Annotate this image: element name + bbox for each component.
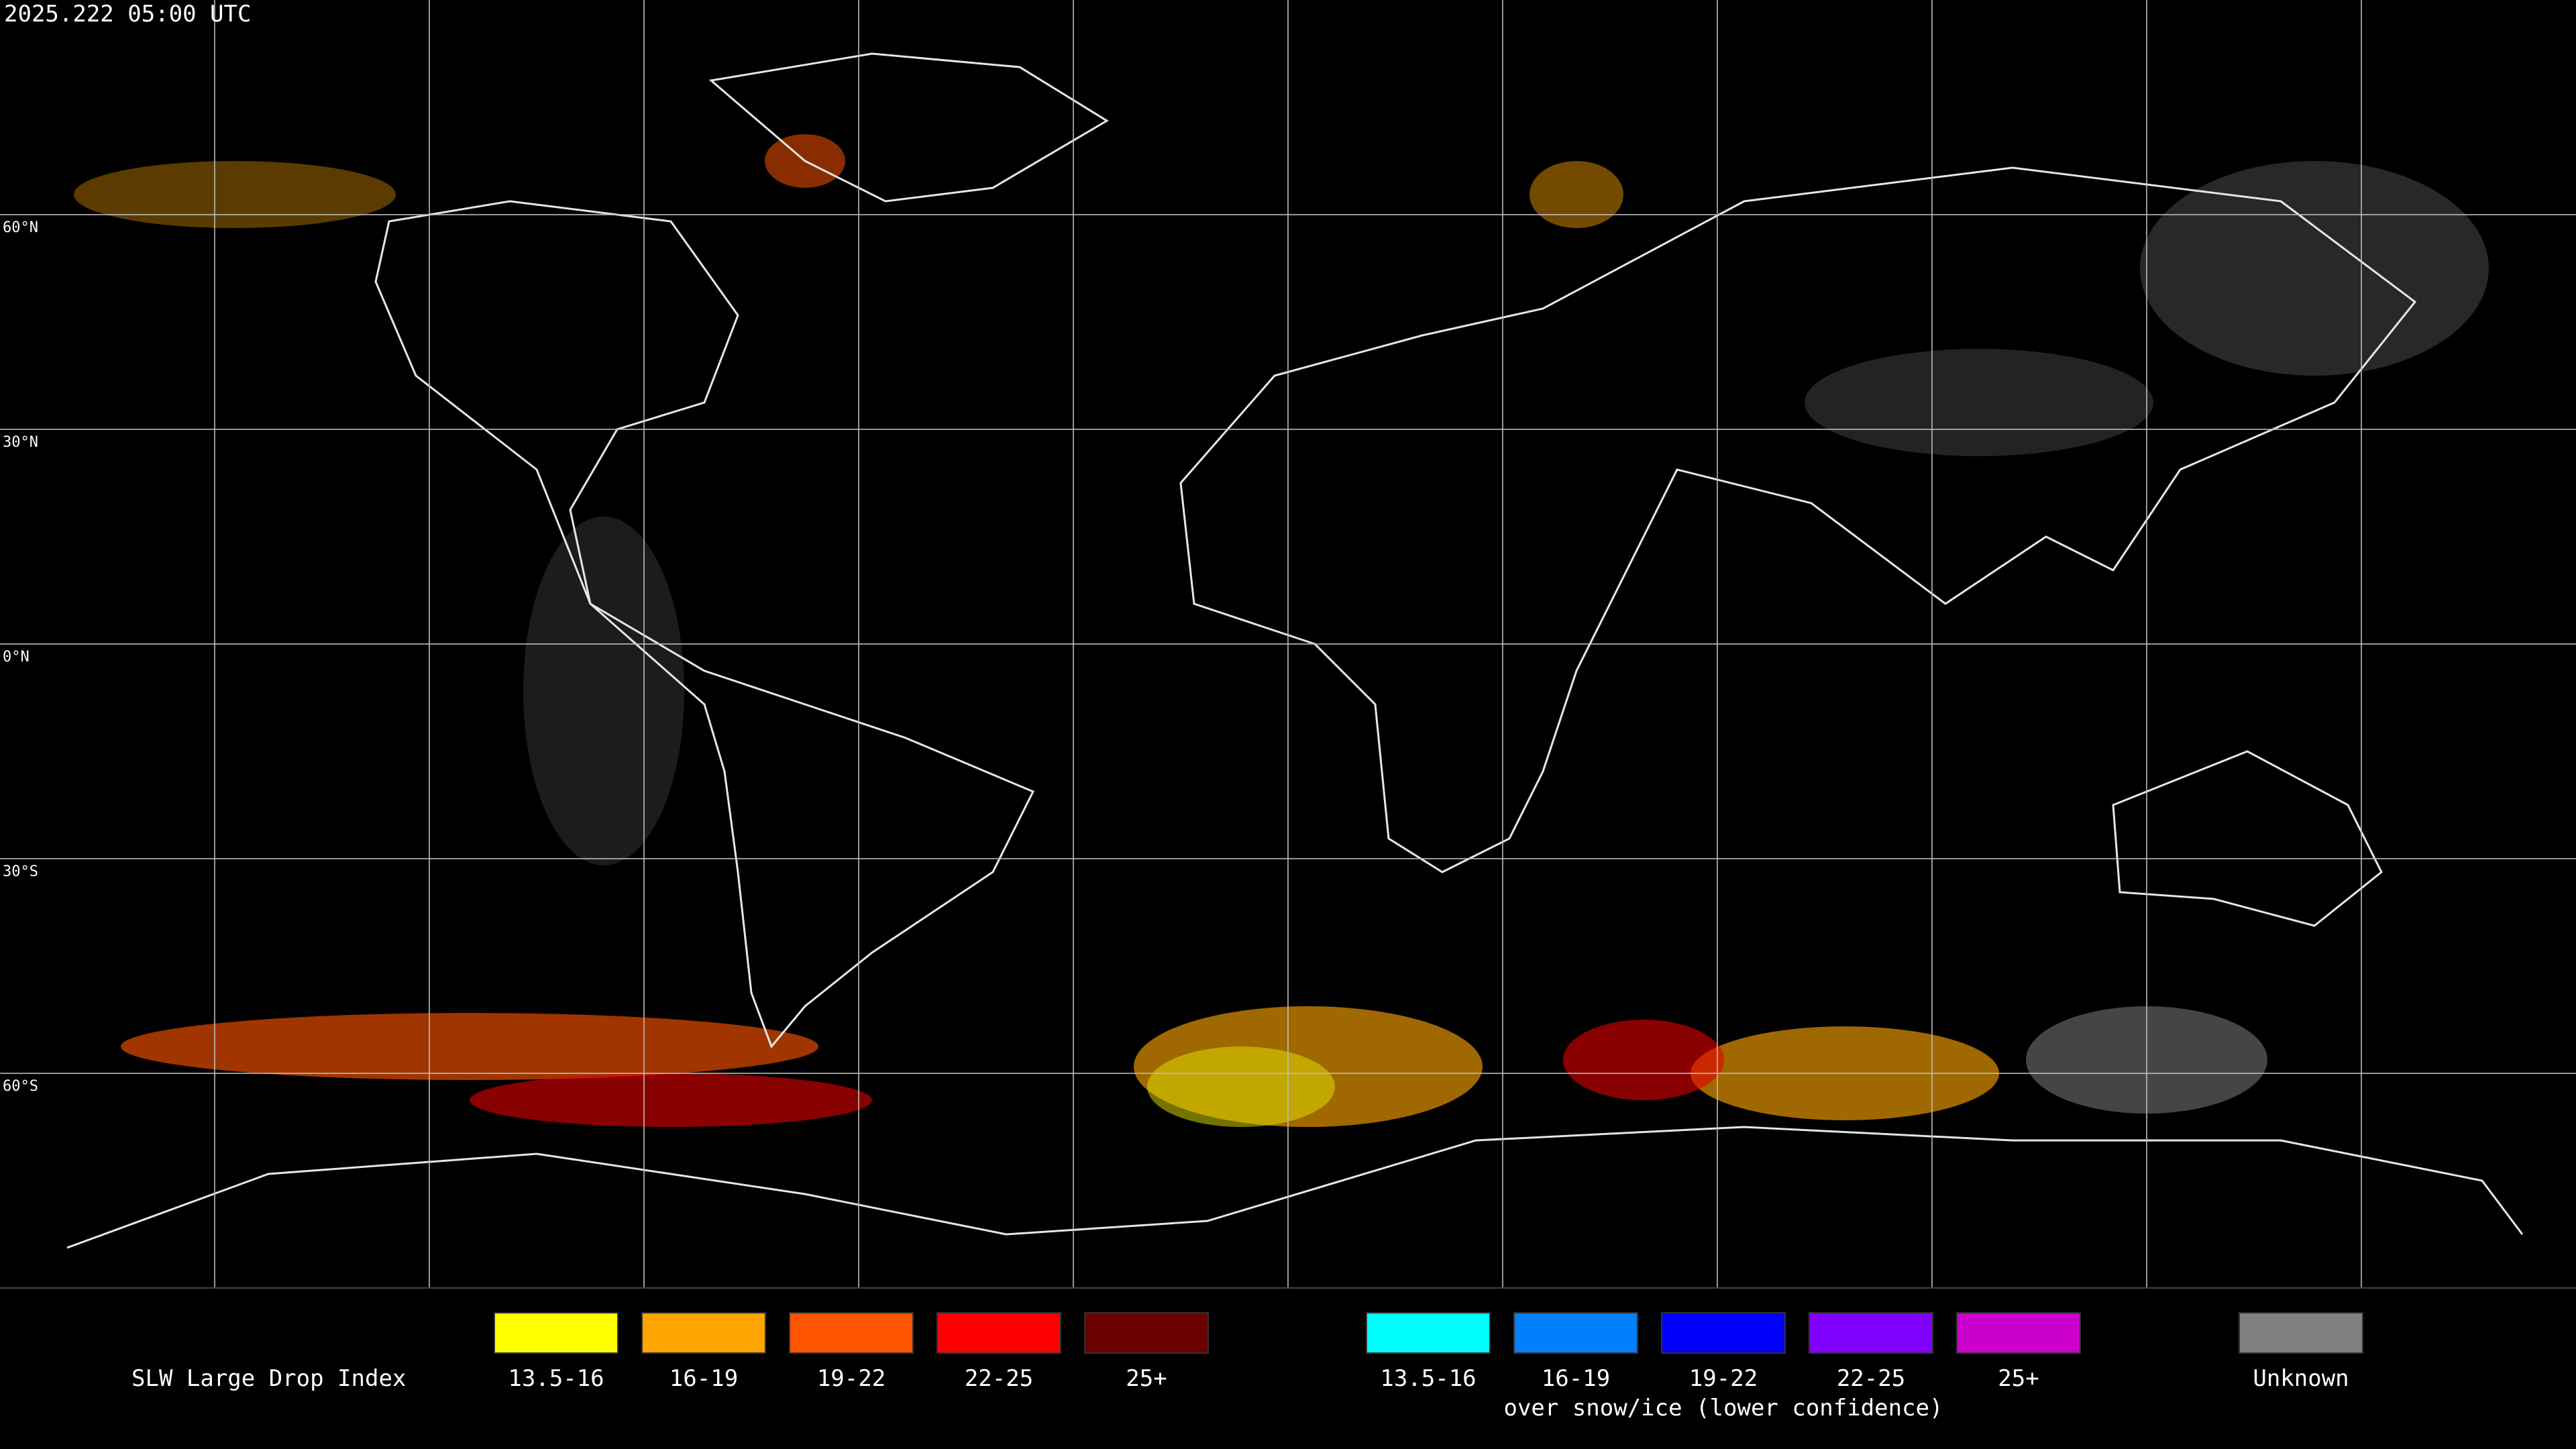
legend-swatch (789, 1312, 914, 1354)
coastline (2112, 750, 2383, 927)
legend-swatch (936, 1312, 1061, 1354)
cloud-field (1805, 349, 2153, 456)
cloud-field (523, 517, 684, 865)
map: 60°N 30°N 0°N 30°S 60°S (0, 0, 2576, 1288)
legend-swatch (641, 1312, 766, 1354)
cloud-field (121, 1013, 818, 1080)
legend-swatch (1956, 1312, 2081, 1354)
legend-swatch (1513, 1312, 1638, 1354)
legend-label: 19-22 (817, 1365, 885, 1392)
legend-label: 16-19 (1542, 1365, 1610, 1392)
legend-swatch (2239, 1312, 2363, 1354)
cloud-field (2140, 161, 2489, 376)
legend-caption: over snow/ice (lower confidence) (1503, 1395, 1943, 1421)
legend-swatch (1366, 1312, 1491, 1354)
legend-label: 22-25 (1837, 1365, 1905, 1392)
latitude-label: 30°S (3, 863, 38, 880)
latitude-label: 30°N (3, 434, 38, 451)
coastlines (66, 52, 2524, 1249)
cloud-field (1563, 1020, 1724, 1100)
legend-title: SLW Large Drop Index (131, 1365, 406, 1392)
legend-label: 22-25 (965, 1365, 1033, 1392)
coastline (1179, 166, 2417, 873)
legend-label: 25+ (1998, 1365, 2039, 1392)
legend-label: Unknown (2253, 1365, 2349, 1392)
legend-swatch (1809, 1312, 1933, 1354)
legend-label: 25+ (1126, 1365, 1167, 1392)
latitude-label: 60°N (3, 219, 38, 236)
legend-label: 13.5-16 (508, 1365, 604, 1392)
legend-swatch (1084, 1312, 1209, 1354)
legend-label: 16-19 (669, 1365, 738, 1392)
timestamp: 2025.222 05:00 UTC (4, 1, 251, 28)
cloud-field (1147, 1046, 1335, 1127)
cloud-field (470, 1073, 872, 1127)
cloud-field (1529, 161, 1623, 228)
coastline (708, 52, 1109, 203)
legend-label: 13.5-16 (1380, 1365, 1476, 1392)
cloud-field (1134, 1006, 1483, 1127)
latitude-label: 60°S (3, 1078, 38, 1095)
coastline (66, 1126, 2524, 1249)
legend-label: 19-22 (1689, 1365, 1758, 1392)
legend-swatch (494, 1312, 619, 1354)
coastline (374, 200, 1035, 1049)
legend: SLW Large Drop Index 13.5-16 16-19 19-22 22-… (131, 1312, 2363, 1421)
legend-swatch (1661, 1312, 1786, 1354)
cloud-field (74, 161, 396, 228)
latitude-label: 0°N (3, 649, 30, 665)
